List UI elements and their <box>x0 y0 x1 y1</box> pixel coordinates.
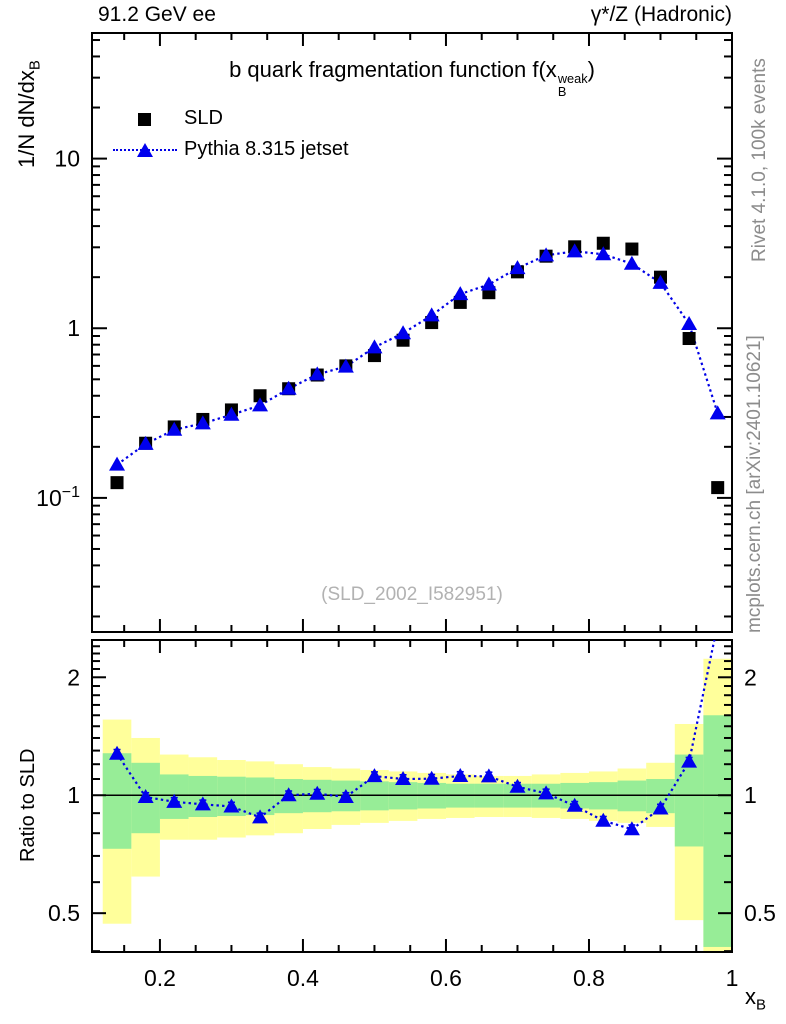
main-y-tick-label: 10−1 <box>36 484 80 511</box>
pythia-line <box>116 250 719 466</box>
x-tick-label: 0.2 <box>144 965 176 991</box>
ratio-point <box>280 787 297 802</box>
pythia-point <box>395 325 412 340</box>
mcplots-arxiv-note: mcplots.cern.ch [arXiv:2401.10621] <box>744 335 765 633</box>
ratio-data-points <box>109 616 726 836</box>
pythia-point <box>509 260 526 275</box>
pythia-point <box>681 315 698 330</box>
ratio-point <box>452 767 469 782</box>
ratio-band-green-bin <box>245 777 275 816</box>
x-tick-label: 0.6 <box>430 965 462 991</box>
ratio-y-tick-label-left: 1 <box>67 782 80 808</box>
beam-energy-label: 91.2 GeV ee <box>98 3 216 26</box>
pythia-point <box>423 307 440 322</box>
sld-point <box>596 236 610 250</box>
ratio-line <box>116 640 716 831</box>
ratio-point <box>652 800 669 815</box>
x-tick-label: 1 <box>726 965 739 991</box>
ratio-point <box>166 793 183 808</box>
ratio-point <box>480 768 497 783</box>
analysis-id-watermark: (SLD_2002_I582951) <box>321 584 503 605</box>
ratio-point <box>109 745 126 760</box>
ratio-y-tick-label-left: 2 <box>67 664 80 690</box>
sld-data-points <box>110 236 725 495</box>
sld-point <box>625 242 639 256</box>
pythia-dotted-curve <box>116 250 719 466</box>
ratio-point <box>623 821 640 836</box>
ratio-band-green-bin <box>703 715 732 947</box>
tick-labels: 0.2 0.4 0.6 0.8 1 10 1 10−1 2 2 1 1 0.5 0.5 <box>36 146 776 991</box>
title-supsub: weak B <box>557 71 588 100</box>
main-y-tick-label: 10 <box>54 146 80 172</box>
pythia-point <box>337 358 354 373</box>
ratio-y-tick-label-right: 0.5 <box>744 900 776 926</box>
ratio-point <box>595 812 612 827</box>
ratio-y-tick-label-right: 2 <box>744 664 757 690</box>
pythia-point <box>652 274 669 289</box>
sld-point <box>682 332 696 346</box>
pythia-point <box>194 415 211 430</box>
legend-triangle-marker <box>137 143 153 157</box>
plot-title: b quark fragmentation function f(x weak B) <box>229 57 595 100</box>
ratio-point <box>395 771 412 786</box>
ratio-y-tick-label-right: 1 <box>744 782 757 808</box>
legend-label-sld: SLD <box>184 107 223 129</box>
pythia-point <box>137 435 154 450</box>
pythia-point <box>109 456 126 471</box>
pythia-point <box>623 255 640 270</box>
pythia-point <box>166 421 183 436</box>
ratio-point <box>509 778 526 793</box>
pythia-point <box>366 339 383 354</box>
process-label: γ*/Z (Hadronic) <box>590 3 732 26</box>
ratio-point <box>710 616 726 630</box>
pythia-point <box>538 247 555 262</box>
ratio-uncertainty-bands <box>102 658 732 952</box>
rivet-version-note: Rivet 4.1.0, 100k events <box>749 58 770 262</box>
ratio-point <box>309 785 326 800</box>
x-axis-label: xB <box>745 984 766 1014</box>
ratio-point <box>538 785 555 800</box>
pythia-point <box>309 366 326 381</box>
legend-label-pythia: Pythia 8.315 jetset <box>184 138 349 160</box>
pythia-point <box>252 397 269 412</box>
ratio-point <box>137 788 154 803</box>
main-y-axis-label: 1/N dN/dxB <box>14 60 44 168</box>
sld-point <box>110 476 124 490</box>
x-tick-label: 0.4 <box>287 965 319 991</box>
ratio-point <box>194 796 211 811</box>
pythia-point <box>223 406 240 421</box>
main-panel-frame <box>91 32 733 633</box>
x-tick-label: 0.8 <box>573 965 605 991</box>
pythia-point <box>595 246 612 261</box>
sld-point <box>253 389 267 403</box>
pythia-data-points <box>109 243 726 471</box>
ratio-point <box>252 809 269 824</box>
ratio-dotted-curve <box>116 640 716 831</box>
main-y-tick-label: 1 <box>67 315 80 341</box>
ratio-point <box>423 770 440 785</box>
ratio-point <box>566 797 583 812</box>
pythia-point <box>480 276 497 291</box>
pythia-point <box>280 380 297 395</box>
ratio-y-tick-label-left: 0.5 <box>48 900 80 926</box>
pythia-point <box>566 243 583 258</box>
ratio-point <box>366 768 383 783</box>
sld-point <box>711 481 725 495</box>
ratio-band-green-bin <box>674 754 704 847</box>
axis-ticks <box>92 33 733 953</box>
pythia-point <box>452 286 469 301</box>
ratio-point <box>223 798 240 813</box>
ratio-y-axis-label: Ratio to SLD <box>17 748 39 862</box>
legend-square-marker <box>138 113 151 126</box>
ratio-point <box>681 753 698 768</box>
pythia-point <box>709 405 726 420</box>
ratio-point <box>337 788 354 803</box>
